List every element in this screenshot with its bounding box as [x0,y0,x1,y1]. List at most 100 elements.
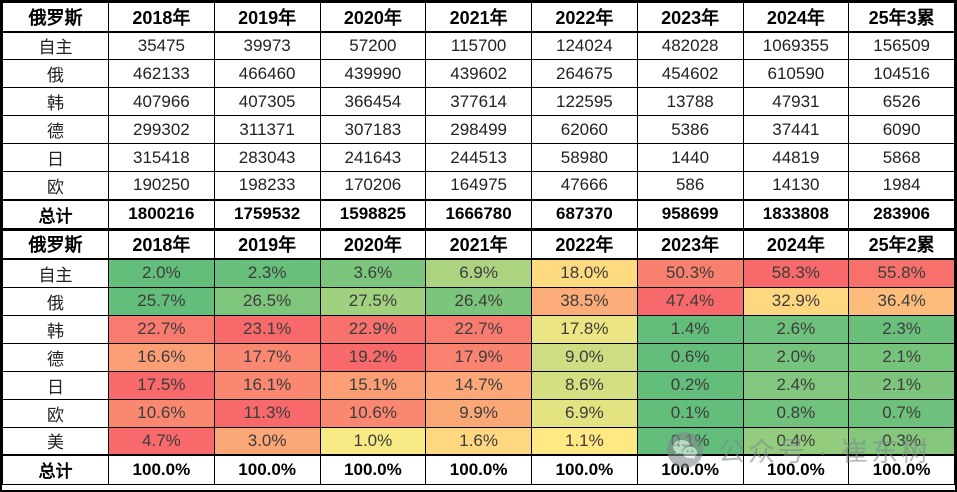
table-cell: 17.8% [531,314,638,344]
table-cell: 35475 [108,31,215,60]
table-cell: 407305 [213,87,321,116]
table-cell: 100.0% [742,454,850,485]
table-cell: 2.6% [742,314,850,344]
table-cell: 100.0% [636,454,744,485]
table-cell: 241643 [319,143,427,172]
table-cell: 8.6% [531,370,638,400]
table-cell: 47931 [742,87,850,116]
table-cell: 407966 [108,87,215,116]
table-cell: 283906 [848,198,955,230]
table-cell: 10.6% [319,398,427,428]
table-cell: 0.2% [636,370,744,400]
table-cell: 18.0% [531,258,638,288]
column-header: 2023年 [636,229,744,260]
table-cell: 15.1% [319,370,427,400]
total-row: 总计 1800216 1759532 1598825 1666780 687370 9586… [2,198,955,230]
table-cell: 1.6% [425,426,532,456]
column-header: 25年2累 [848,229,955,260]
table-cell: 38.5% [531,286,638,316]
table-cell: 1440 [636,143,744,172]
table-cell: 100.0% [108,454,215,485]
volume-table: 俄罗斯 2018年 2019年 2020年 2021年 2022年 2023年 2024年 25… [2,2,955,230]
row-label: 日 [2,143,109,172]
table-cell: 47.4% [636,286,744,316]
table-cell: 1800216 [108,198,215,230]
table-cell: 22.7% [108,314,215,344]
table-cell: 466460 [213,59,321,88]
table-cell: 17.5% [108,370,215,400]
table-cell: 16.6% [108,342,215,372]
table-cell: 36.4% [848,286,955,316]
table-cell: 47666 [531,171,638,200]
table-cell: 1759532 [213,198,321,230]
table-cell: 104516 [848,59,955,88]
column-header: 2024年 [742,229,850,260]
table-row: 自主 2.0% 2.3% 3.6% 6.9% 18.0% 50.3% 58.3% 55.8% [2,258,955,288]
table-cell: 439602 [425,59,532,88]
table-cell: 4.7% [108,426,215,456]
column-header: 2020年 [319,2,427,33]
table-row: 韩 22.7% 23.1% 22.9% 22.7% 17.8% 1.4% 2.6% 2.3% [2,314,955,344]
table-cell: 27.5% [319,286,427,316]
table-cell: 1.4% [636,314,744,344]
row-label: 俄 [2,286,109,316]
table-cell: 1666780 [425,198,532,230]
table-cell: 2.4% [742,370,850,400]
table-cell: 2.1% [848,370,955,400]
table-row: 欧 190250 198233 170206 164975 47666 586 14130 19… [2,171,955,200]
table-cell: 11.3% [213,398,321,428]
table-row: 日 315418 283043 241643 244513 58980 1440 44819 5… [2,143,955,172]
row-label: 韩 [2,87,109,116]
table-cell: 366454 [319,87,427,116]
total-row: 总计 100.0% 100.0% 100.0% 100.0% 100.0% 100.0% 10… [2,454,955,485]
table-row: 德 299302 311371 307183 298499 62060 5386 37441 6… [2,115,955,144]
header-row: 俄罗斯 2018年 2019年 2020年 2021年 2022年 2023年 2024年 25… [2,229,955,260]
table-cell: 1984 [848,171,955,200]
table-cell: 1.0% [319,426,427,456]
table-cell: 958699 [636,198,744,230]
table-cell: 5386 [636,115,744,144]
table-cell: 14130 [742,171,850,200]
column-header: 2020年 [319,229,427,260]
table-cell: 315418 [108,143,215,172]
table-cell: 19.2% [319,342,427,372]
table-cell: 687370 [531,198,638,230]
table-row: 俄 462133 466460 439990 439602 264675 454602 610… [2,59,955,88]
table-cell: 10.6% [108,398,215,428]
table-cell: 586 [636,171,744,200]
table-cell: 122595 [531,87,638,116]
table-cell: 6526 [848,87,955,116]
row-label: 德 [2,115,109,144]
row-label: 总计 [2,198,109,230]
table-cell: 55.8% [848,258,955,288]
table-cell: 3.0% [213,426,321,456]
table-cell: 2.3% [213,258,321,288]
table-row: 自主 35475 39973 57200 115700 124024 482028 10693… [2,31,955,60]
share-table: 俄罗斯 2018年 2019年 2020年 2021年 2022年 2023年 2024年 25… [2,229,955,485]
table-cell: 100.0% [213,454,321,485]
table-cell: 100.0% [319,454,427,485]
table-cell: 264675 [531,59,638,88]
table-row: 美 4.7% 3.0% 1.0% 1.6% 1.1% 0.1% 0.4% 0.3% [2,426,955,456]
row-label: 德 [2,342,109,372]
table-cell: 2.0% [742,342,850,372]
column-header: 2021年 [425,2,532,33]
table-cell: 124024 [531,31,638,60]
table-cell: 6090 [848,115,955,144]
table-row: 韩 407966 407305 366454 377614 122595 13788 4793… [2,87,955,116]
table-cell: 57200 [319,31,427,60]
row-label: 欧 [2,398,109,428]
corner-label: 俄罗斯 [2,2,109,33]
header-row: 俄罗斯 2018年 2019年 2020年 2021年 2022年 2023年 2024年 25… [2,2,955,33]
table-cell: 1.1% [531,426,638,456]
table-cell: 6.9% [425,258,532,288]
row-label: 自主 [2,31,109,60]
table-cell: 13788 [636,87,744,116]
table-row: 日 17.5% 16.1% 15.1% 14.7% 8.6% 0.2% 2.4% 2.1% [2,370,955,400]
table-cell: 298499 [425,115,532,144]
row-label: 日 [2,370,109,400]
table-cell: 198233 [213,171,321,200]
table-cell: 58980 [531,143,638,172]
table-cell: 16.1% [213,370,321,400]
table-cell: 100.0% [531,454,638,485]
